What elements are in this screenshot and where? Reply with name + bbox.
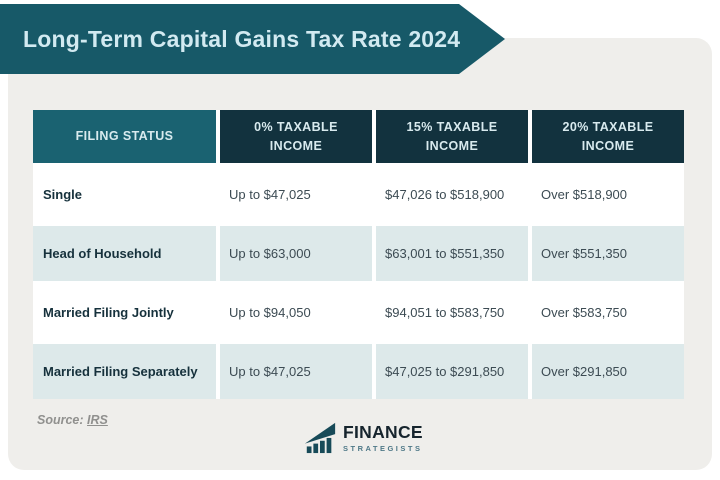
column-header-15-percent: 15% TAXABLE INCOME bbox=[376, 110, 528, 163]
source-link-irs[interactable]: IRS bbox=[87, 413, 108, 427]
cell-15-percent: $63,001 to $551,350 bbox=[376, 226, 528, 281]
bar-chart-growth-icon bbox=[303, 420, 337, 454]
cell-20-percent: Over $583,750 bbox=[532, 285, 684, 340]
title-banner: Long-Term Capital Gains Tax Rate 2024 bbox=[0, 4, 505, 74]
cell-0-percent: Up to $94,050 bbox=[220, 285, 372, 340]
logo-name: FINANCE bbox=[343, 422, 423, 442]
logo-subname: STRATEGISTS bbox=[343, 443, 423, 453]
cell-20-percent: Over $551,350 bbox=[532, 226, 684, 281]
cell-15-percent: $94,051 to $583,750 bbox=[376, 285, 528, 340]
cell-filing-status: Married Filing Separately bbox=[33, 344, 216, 399]
column-header-0-percent: 0% TAXABLE INCOME bbox=[220, 110, 372, 163]
finance-strategists-logo: FINANCE STRATEGISTS bbox=[303, 420, 423, 454]
cell-0-percent: Up to $63,000 bbox=[220, 226, 372, 281]
cell-filing-status: Head of Household bbox=[33, 226, 216, 281]
cell-0-percent: Up to $47,025 bbox=[220, 344, 372, 399]
cell-15-percent: $47,026 to $518,900 bbox=[376, 167, 528, 222]
tax-rate-table: FILING STATUS 0% TAXABLE INCOME 15% TAXA… bbox=[33, 110, 684, 399]
cell-filing-status: Single bbox=[33, 167, 216, 222]
logo-text: FINANCE STRATEGISTS bbox=[343, 422, 423, 453]
page-title: Long-Term Capital Gains Tax Rate 2024 bbox=[23, 25, 461, 52]
cell-filing-status: Married Filing Jointly bbox=[33, 285, 216, 340]
cell-20-percent: Over $291,850 bbox=[532, 344, 684, 399]
source-label: Source: bbox=[37, 413, 84, 427]
cell-0-percent: Up to $47,025 bbox=[220, 167, 372, 222]
cell-15-percent: $47,025 to $291,850 bbox=[376, 344, 528, 399]
column-header-20-percent: 20% TAXABLE INCOME bbox=[532, 110, 684, 163]
source-line: Source: IRS bbox=[37, 413, 108, 427]
cell-20-percent: Over $518,900 bbox=[532, 167, 684, 222]
column-header-filing-status: FILING STATUS bbox=[33, 110, 216, 163]
